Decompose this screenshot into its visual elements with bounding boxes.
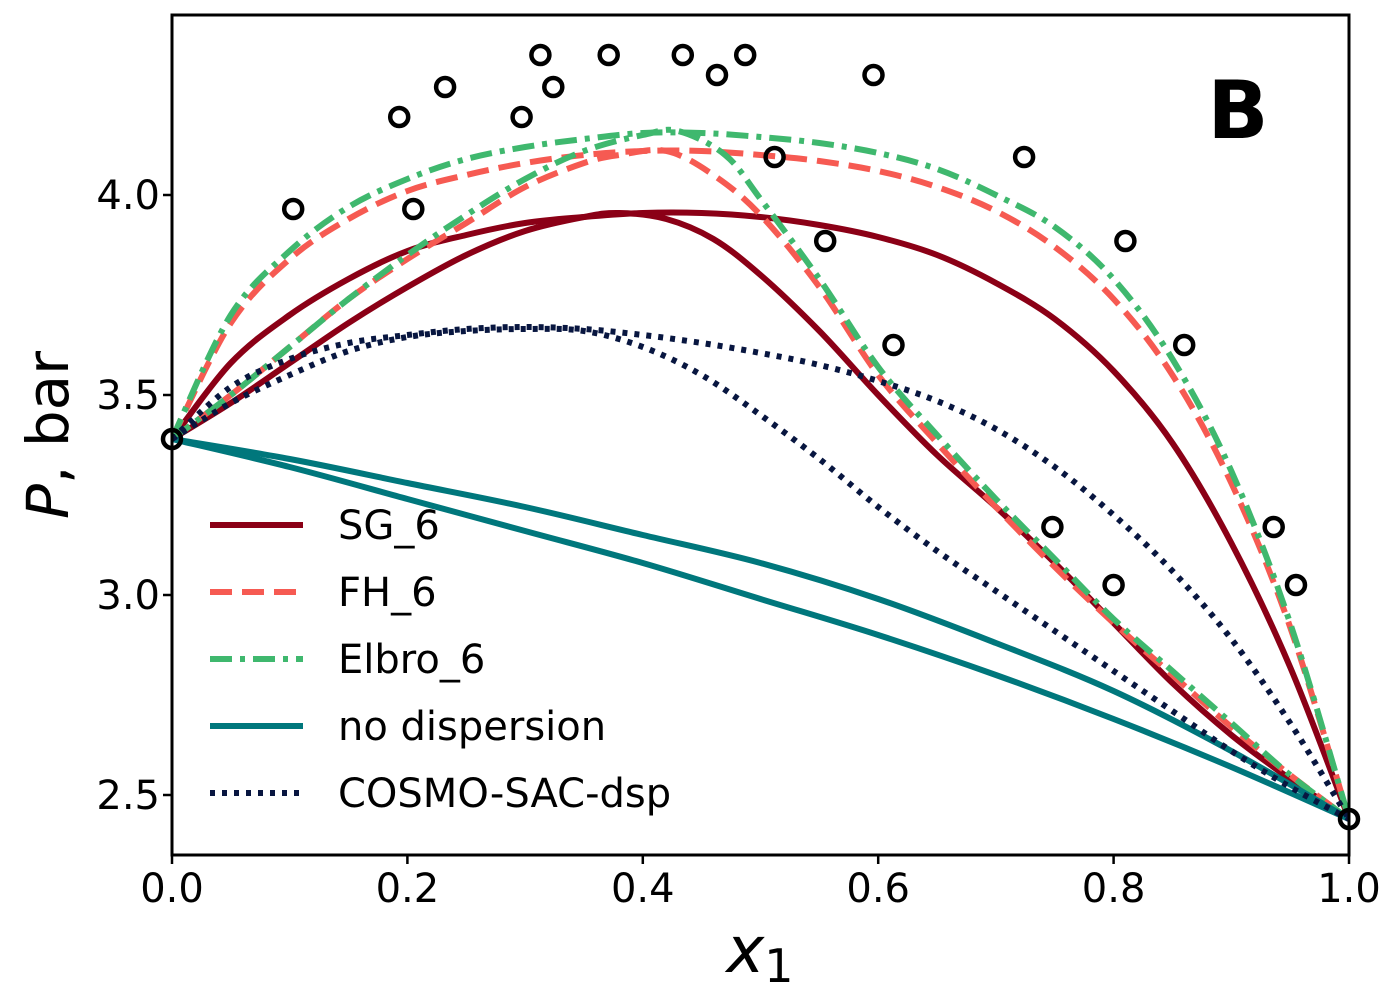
legend-label-fh-6: FH_6 <box>338 570 437 616</box>
series-sg-6-bubble-line <box>172 209 1349 821</box>
legend-label-sg-6: SG_6 <box>338 503 440 549</box>
experimental-point <box>733 43 757 67</box>
series-sg-6-dew-line <box>172 209 1349 822</box>
legend-label-cosmo-sac-dsp: COSMO-SAC-dsp <box>338 771 671 817</box>
x-axis-label: x1 <box>724 914 793 993</box>
axis-ticks: 0.0 0.2 0.4 0.6 0.8 1.0 2.5 3.0 3.5 4.0 <box>96 173 1380 912</box>
x-tick-label: 0.0 <box>140 866 204 912</box>
series-layer <box>172 126 1349 822</box>
experimental-point <box>1284 573 1308 597</box>
experimental-points <box>160 43 1361 831</box>
legend-label-no-dispersion: no dispersion <box>338 704 606 750</box>
experimental-point <box>387 105 411 129</box>
experimental-point <box>813 229 837 253</box>
series-elbro-6-dew-line <box>172 126 1349 822</box>
x-tick-label: 0.2 <box>376 866 440 912</box>
experimental-point <box>402 197 425 221</box>
x-tick-label: 0.8 <box>1082 866 1146 912</box>
series-elbro-6-bubble-line <box>172 129 1349 820</box>
x-tick-label: 1.0 <box>1317 866 1381 912</box>
series-no-dispersion-bubble-line <box>172 436 1349 822</box>
experimental-point <box>705 63 729 87</box>
plot-frame <box>170 13 1351 857</box>
experimental-point <box>862 63 885 87</box>
x-tick-label: 0.4 <box>611 866 675 912</box>
legend-label-elbro-6: Elbro_6 <box>338 637 485 683</box>
x-axis-label-main: x <box>724 914 765 988</box>
series-fh-6-bubble-line <box>172 147 1349 820</box>
y-axis-label-italic: P <box>14 484 82 519</box>
panel-label: B <box>1208 64 1269 157</box>
y-tick-label: 3.5 <box>96 373 160 419</box>
experimental-point <box>1114 229 1137 253</box>
experimental-point <box>1262 515 1285 539</box>
experimental-point <box>529 43 552 67</box>
y-tick-label: 4.0 <box>96 173 160 219</box>
y-axis-label-rest: , bar <box>14 351 82 484</box>
experimental-point <box>597 43 620 67</box>
legend: SG_6 FH_6 Elbro_6no dispersion COSMO-SAC-ds… <box>210 503 671 817</box>
y-tick-label: 3.0 <box>96 573 160 619</box>
experimental-point <box>542 75 565 99</box>
y-tick-label: 2.5 <box>96 773 160 819</box>
experimental-point <box>1102 573 1125 597</box>
series-no-dispersion-dew-line <box>172 436 1349 822</box>
experimental-point <box>510 105 533 129</box>
experimental-point <box>671 43 695 67</box>
experimental-point <box>882 333 905 357</box>
x-tick-label: 0.6 <box>846 866 910 912</box>
series-cosmo-sac-dsp-bubble-line <box>172 324 1349 821</box>
series-cosmo-sac-dsp-dew-line <box>172 325 1349 822</box>
x-axis-label-subscript: 1 <box>764 939 793 993</box>
experimental-point <box>433 75 457 99</box>
experimental-point <box>1041 515 1064 539</box>
y-axis-label: P, bar <box>14 351 82 519</box>
experimental-point <box>1012 145 1036 169</box>
experimental-point <box>1172 333 1196 357</box>
experimental-point <box>281 197 305 221</box>
experimental-point <box>763 145 786 169</box>
